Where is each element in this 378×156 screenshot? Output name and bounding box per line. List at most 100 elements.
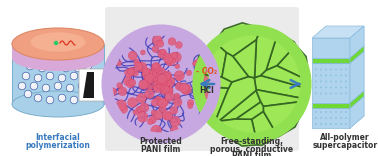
Circle shape bbox=[187, 100, 194, 106]
Circle shape bbox=[320, 80, 322, 82]
Polygon shape bbox=[350, 26, 364, 58]
Polygon shape bbox=[350, 51, 364, 103]
Circle shape bbox=[335, 86, 337, 88]
Circle shape bbox=[163, 85, 169, 91]
Polygon shape bbox=[350, 91, 364, 108]
Circle shape bbox=[335, 68, 337, 70]
Polygon shape bbox=[277, 45, 309, 80]
Circle shape bbox=[167, 89, 172, 95]
Circle shape bbox=[34, 74, 42, 82]
Circle shape bbox=[151, 125, 162, 136]
Polygon shape bbox=[215, 23, 261, 56]
Circle shape bbox=[62, 58, 64, 59]
Circle shape bbox=[330, 92, 332, 94]
Circle shape bbox=[345, 123, 347, 125]
Circle shape bbox=[340, 92, 342, 94]
Circle shape bbox=[157, 80, 166, 89]
Circle shape bbox=[198, 75, 209, 86]
Circle shape bbox=[161, 98, 169, 106]
Circle shape bbox=[335, 123, 337, 125]
Circle shape bbox=[320, 62, 322, 64]
Circle shape bbox=[91, 85, 93, 88]
Circle shape bbox=[330, 123, 332, 125]
Text: porous, conductive: porous, conductive bbox=[211, 144, 294, 154]
Circle shape bbox=[74, 64, 82, 72]
Circle shape bbox=[142, 68, 150, 75]
Circle shape bbox=[315, 92, 317, 94]
Circle shape bbox=[137, 62, 147, 72]
Circle shape bbox=[18, 82, 26, 90]
Circle shape bbox=[153, 110, 162, 120]
Polygon shape bbox=[222, 53, 249, 82]
Circle shape bbox=[320, 68, 322, 70]
Circle shape bbox=[139, 80, 149, 89]
Polygon shape bbox=[194, 86, 229, 120]
Circle shape bbox=[80, 83, 82, 85]
Polygon shape bbox=[312, 38, 350, 58]
Circle shape bbox=[116, 100, 127, 110]
Circle shape bbox=[116, 60, 122, 66]
Circle shape bbox=[345, 111, 347, 113]
Circle shape bbox=[188, 104, 193, 109]
Circle shape bbox=[162, 84, 170, 93]
Circle shape bbox=[179, 83, 189, 93]
Circle shape bbox=[160, 78, 169, 86]
Circle shape bbox=[42, 84, 50, 92]
Circle shape bbox=[325, 68, 327, 70]
Circle shape bbox=[86, 63, 88, 66]
Polygon shape bbox=[312, 58, 350, 63]
Circle shape bbox=[89, 84, 97, 92]
Circle shape bbox=[171, 52, 181, 62]
Circle shape bbox=[143, 77, 152, 86]
Circle shape bbox=[163, 78, 171, 86]
Circle shape bbox=[330, 111, 332, 113]
Circle shape bbox=[315, 111, 317, 113]
Circle shape bbox=[46, 72, 54, 80]
Circle shape bbox=[48, 56, 50, 58]
Circle shape bbox=[44, 85, 46, 88]
Polygon shape bbox=[312, 63, 350, 103]
Circle shape bbox=[86, 58, 88, 59]
Text: - CO₂: - CO₂ bbox=[196, 67, 217, 76]
Circle shape bbox=[335, 117, 337, 119]
FancyBboxPatch shape bbox=[105, 7, 299, 151]
Circle shape bbox=[192, 61, 197, 66]
Circle shape bbox=[315, 86, 317, 88]
Circle shape bbox=[325, 123, 327, 125]
Polygon shape bbox=[195, 74, 232, 88]
Circle shape bbox=[171, 52, 177, 59]
Polygon shape bbox=[312, 108, 350, 128]
Circle shape bbox=[335, 74, 337, 76]
Circle shape bbox=[48, 73, 50, 76]
Circle shape bbox=[152, 67, 161, 76]
Text: PANI film: PANI film bbox=[141, 144, 181, 154]
Circle shape bbox=[158, 98, 167, 108]
Circle shape bbox=[156, 78, 163, 85]
Circle shape bbox=[163, 53, 174, 63]
Circle shape bbox=[74, 58, 76, 59]
Ellipse shape bbox=[30, 32, 85, 52]
Circle shape bbox=[36, 76, 38, 78]
Circle shape bbox=[345, 74, 347, 76]
Circle shape bbox=[204, 92, 211, 99]
Circle shape bbox=[149, 116, 156, 124]
Text: All-polymer: All-polymer bbox=[320, 134, 370, 142]
Circle shape bbox=[315, 80, 317, 82]
Circle shape bbox=[162, 73, 170, 81]
Circle shape bbox=[165, 55, 175, 66]
Circle shape bbox=[315, 68, 317, 70]
Circle shape bbox=[315, 74, 317, 76]
Circle shape bbox=[68, 85, 70, 88]
Circle shape bbox=[345, 117, 347, 119]
Circle shape bbox=[129, 67, 135, 73]
Circle shape bbox=[165, 83, 170, 88]
Circle shape bbox=[140, 81, 148, 89]
Circle shape bbox=[165, 92, 174, 101]
Circle shape bbox=[152, 46, 159, 53]
Circle shape bbox=[136, 106, 143, 113]
Polygon shape bbox=[350, 46, 364, 63]
Circle shape bbox=[140, 50, 146, 55]
Circle shape bbox=[60, 76, 62, 78]
Circle shape bbox=[107, 30, 215, 138]
Circle shape bbox=[320, 92, 322, 94]
